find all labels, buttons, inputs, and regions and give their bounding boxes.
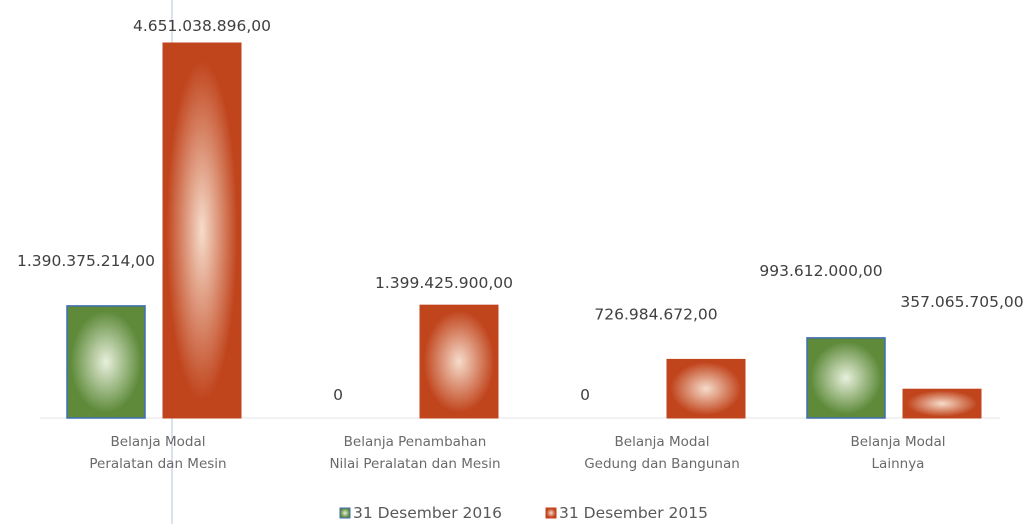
- category-labels-group: Belanja Modal Peralatan dan Mesin Belanja …: [89, 434, 945, 472]
- value-labels-group: 1.390.375.214,00 4.651.038.896,00 0 1.399.4…: [17, 17, 1024, 404]
- bar-2015-2: [666, 358, 746, 419]
- legend-label-2015: 31 Desember 2015: [559, 504, 708, 522]
- category-label-0-line0: Belanja Modal: [111, 434, 206, 450]
- value-label-2016-0: 1.390.375.214,00: [17, 252, 155, 270]
- category-label-0-line1: Peralatan dan Mesin: [89, 456, 226, 472]
- category-label-3-line0: Belanja Modal: [851, 434, 946, 450]
- legend: 31 Desember 2016 31 Desember 2015: [339, 504, 708, 522]
- bars-group: [66, 42, 982, 419]
- category-label-1-line0: Belanja Penambahan: [344, 434, 487, 450]
- bar-2016-3: [806, 337, 886, 419]
- bar-2015-0: [162, 42, 242, 419]
- value-label-2016-1: 0: [333, 386, 343, 404]
- value-label-2015-1: 1.399.425.900,00: [375, 274, 513, 292]
- legend-swatch-2015: [545, 507, 557, 519]
- value-label-2015-2: 726.984.672,00: [594, 305, 717, 323]
- bar-2015-3: [902, 388, 982, 419]
- bar-2016-0: [66, 305, 146, 419]
- value-label-2015-0: 4.651.038.896,00: [133, 17, 271, 35]
- category-label-3-line1: Lainnya: [872, 456, 925, 472]
- legend-swatch-2016: [339, 507, 351, 519]
- legend-label-2016: 31 Desember 2016: [353, 504, 502, 522]
- category-label-1-line1: Nilai Peralatan dan Mesin: [329, 456, 500, 472]
- category-label-2-line1: Gedung dan Bangunan: [584, 456, 740, 472]
- category-label-2-line0: Belanja Modal: [615, 434, 710, 450]
- bar-2015-1: [419, 304, 499, 419]
- value-label-2015-3: 357.065.705,00: [900, 293, 1023, 311]
- value-label-2016-2: 0: [580, 386, 590, 404]
- value-label-2016-3: 993.612.000,00: [759, 262, 882, 280]
